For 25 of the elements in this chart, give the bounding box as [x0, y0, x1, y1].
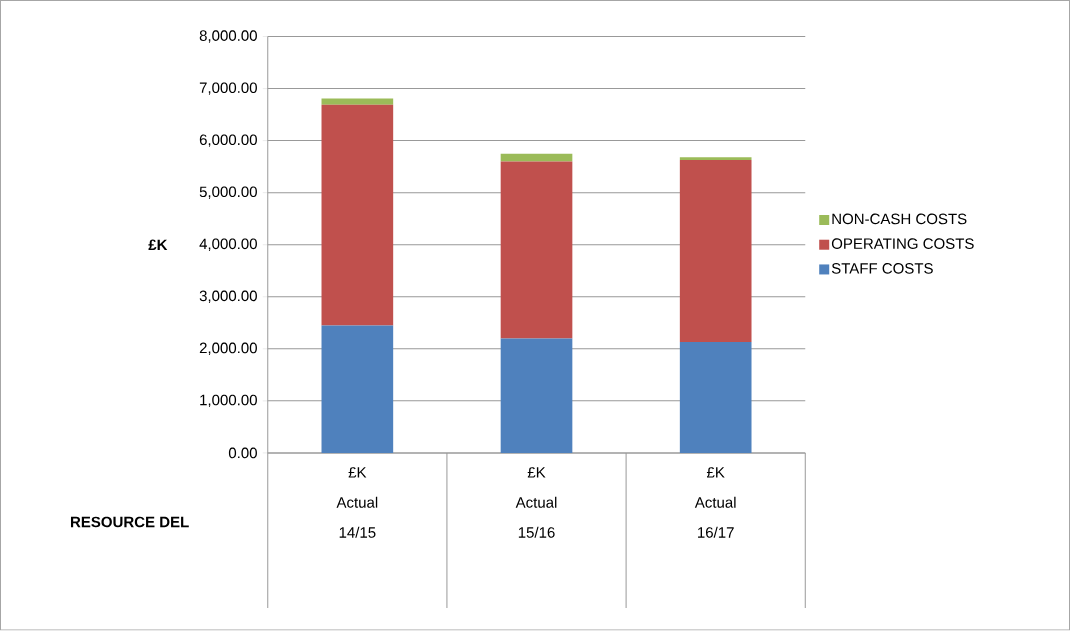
y-tick-label: 6,000.00 [199, 134, 257, 148]
bar [500, 338, 573, 454]
y-tick-label: 0.00 [228, 447, 257, 459]
y-tick-label: 2,000.00 [199, 342, 257, 356]
category-label: £K Actual 15/16 [515, 467, 557, 539]
y-tick-label: 5,000.00 [199, 186, 257, 200]
y-tick-label: 4,000.00 [199, 238, 257, 252]
legend-label: STAFF COSTS [831, 263, 933, 274]
x-axis-title: RESOURCE DEL [70, 516, 189, 528]
bar [321, 325, 394, 454]
y-tick-label: 1,000.00 [200, 394, 257, 408]
bar [679, 157, 752, 161]
y-axis-title: £K [148, 239, 168, 251]
y-tick-label: 7,000.00 [199, 82, 257, 95]
category-label: £K Actual 14/15 [336, 467, 378, 539]
bar [679, 160, 752, 343]
bar [679, 342, 752, 454]
y-tick-label: 3,000.00 [199, 290, 257, 304]
y-tick-label: 8,000.00 [199, 30, 257, 43]
legend-label: OPERATING COSTS [831, 238, 974, 250]
bar [500, 161, 573, 339]
bar [321, 98, 394, 105]
bar [321, 104, 394, 326]
legend-label: NON-CASH COSTS [832, 213, 967, 225]
category-label: £K Actual 16/17 [694, 467, 736, 539]
